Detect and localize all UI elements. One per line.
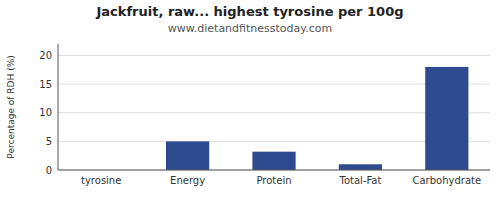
subtitle: www.dietandfitnesstoday.com	[168, 22, 332, 35]
y-axis-line	[58, 44, 59, 170]
x-tick-label: Total-Fat	[338, 175, 381, 186]
bar	[166, 141, 209, 170]
title: Jackfruit, raw... highest tyrosine per 1…	[95, 4, 403, 19]
chart: Jackfruit, raw... highest tyrosine per 1…	[0, 0, 500, 200]
y-tick-label: 15	[39, 79, 52, 90]
y-tick-label: 0	[46, 165, 52, 176]
chart-container: Jackfruit, raw... highest tyrosine per 1…	[0, 0, 500, 200]
y-tick-label: 5	[46, 136, 52, 147]
grid-line	[58, 170, 490, 171]
x-tick-label: Protein	[256, 175, 291, 186]
bars	[166, 67, 468, 170]
y-grid	[58, 55, 490, 170]
bar	[425, 67, 468, 170]
y-axis-label: Percentage of RDH (%)	[6, 55, 16, 158]
x-tick-label: Carbohydrate	[412, 175, 481, 186]
y-tick-label: 10	[39, 107, 52, 118]
y-tick-label: 20	[39, 50, 52, 61]
x-tick-label: Energy	[170, 175, 205, 186]
x-tick-label: tyrosine	[81, 175, 121, 186]
x-axis-line	[58, 170, 490, 171]
grid-line	[58, 55, 490, 56]
bar	[339, 164, 382, 170]
bar	[252, 152, 295, 170]
